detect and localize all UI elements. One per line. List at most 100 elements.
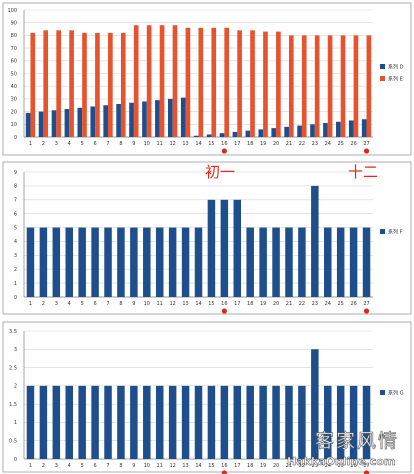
- x-tick-label: 25: [337, 141, 343, 147]
- bar-系列-G-13: [181, 385, 190, 459]
- legend-label: 系列 E: [388, 76, 403, 83]
- bar-系列-F-8: [117, 227, 125, 297]
- x-tick-label: 10: [144, 301, 150, 307]
- bar-系列-F-16: [220, 199, 229, 297]
- x-tick-label: 27: [363, 463, 369, 469]
- x-tick-label: 27: [363, 141, 369, 147]
- x-tick-label: 10: [144, 463, 150, 469]
- x-tick-label: 25: [337, 301, 343, 307]
- x-tick-label: 17: [234, 141, 240, 147]
- x-tick-label: 11: [157, 141, 163, 147]
- bar-系列-F-6: [91, 227, 99, 297]
- watermark-cjk: 客家风情: [315, 430, 399, 452]
- x-tick-label: 9: [132, 301, 135, 307]
- bar-系列-D-20: [271, 128, 277, 137]
- bar-系列-E-9: [133, 25, 139, 138]
- bar-系列-D-24: [323, 123, 328, 137]
- x-tick-label: 15: [208, 301, 214, 307]
- x-tick-label: 26: [350, 301, 356, 307]
- x-tick-label: 20: [273, 141, 279, 147]
- bar-系列-F-15: [207, 199, 216, 297]
- x-tick-label: 8: [119, 463, 122, 469]
- bar-系列-F-17: [233, 199, 242, 297]
- y-tick-label: 30: [11, 97, 17, 103]
- x-tick-label: 22: [299, 141, 305, 147]
- bar-系列-G-9: [130, 385, 138, 459]
- bar-系列-E-16: [224, 27, 230, 138]
- x-tick-label: 11: [157, 463, 163, 469]
- x-tick-label: 17: [234, 463, 240, 469]
- watermark-site: HakkaOnline.com: [287, 455, 395, 468]
- bar-系列-D-15: [206, 134, 212, 137]
- x-tick-label: 26: [350, 463, 356, 469]
- bar-系列-E-5: [82, 32, 87, 137]
- x-tick-label: 1: [29, 301, 32, 307]
- bar-系列-E-20: [276, 31, 281, 138]
- bar-系列-E-24: [327, 35, 333, 137]
- x-tick-label: 10: [144, 141, 150, 147]
- bar-系列-E-1: [30, 32, 36, 137]
- x-tick-label: 6: [93, 141, 96, 147]
- bar-系列-E-6: [95, 32, 100, 137]
- bar-系列-G-24: [324, 385, 332, 459]
- x-tick-label: 21: [286, 301, 292, 307]
- x-tick-label: 23: [312, 301, 318, 307]
- bar-系列-D-18: [245, 130, 251, 137]
- x-tick-label: 23: [312, 463, 318, 469]
- x-tick-label: 2: [42, 141, 45, 147]
- red-marker-dot: [363, 148, 370, 154]
- red-marker-dot: [363, 470, 370, 474]
- x-tick-label: 9: [132, 141, 135, 147]
- x-tick-label: 1: [29, 463, 32, 469]
- y-tick-label: 40: [11, 84, 17, 90]
- bar-系列-E-2: [43, 30, 49, 137]
- x-tick-label: 7: [106, 301, 109, 307]
- y-tick-label: 3.5: [9, 329, 17, 335]
- x-tick-label: 22: [299, 463, 305, 469]
- x-tick-label: 19: [260, 301, 266, 307]
- y-tick-label: 3: [14, 347, 17, 353]
- x-tick-label: 6: [93, 301, 96, 307]
- x-tick-label: 13: [182, 463, 188, 469]
- bar-系列-F-12: [168, 227, 177, 297]
- bar-系列-D-2: [38, 111, 44, 137]
- y-tick-label: 0.5: [9, 439, 17, 445]
- bar-系列-G-15: [207, 385, 216, 459]
- bar-系列-D-22: [297, 125, 302, 137]
- bar-系列-F-14: [194, 227, 203, 297]
- x-tick-label: 14: [195, 301, 201, 307]
- y-tick-label: 6: [14, 211, 17, 217]
- bar-系列-D-12: [167, 98, 173, 137]
- y-tick-label: 1: [14, 420, 17, 426]
- bar-系列-G-7: [104, 385, 112, 459]
- x-tick-label: 18: [247, 463, 253, 469]
- x-tick-label: 16: [221, 301, 227, 307]
- bar-系列-F-19: [259, 227, 267, 297]
- x-tick-label: 24: [325, 141, 331, 147]
- x-tick-label: 25: [337, 463, 343, 469]
- x-tick-label: 14: [195, 141, 201, 147]
- bar-系列-G-26: [349, 385, 358, 459]
- bar-系列-D-16: [219, 133, 225, 137]
- bar-系列-E-8: [120, 32, 126, 137]
- x-tick-label: 22: [299, 301, 305, 307]
- y-tick-label: 0: [14, 457, 17, 463]
- red-marker-dot: [221, 470, 227, 474]
- bar-系列-G-3: [52, 385, 61, 459]
- day-markers: [221, 148, 370, 474]
- bar-系列-E-26: [353, 35, 359, 137]
- y-tick-label: 60: [11, 59, 17, 65]
- bar-系列-F-26: [349, 227, 358, 297]
- y-tick-label: 4: [14, 239, 17, 245]
- bar-系列-F-11: [155, 227, 164, 297]
- bar-系列-D-1: [25, 112, 31, 137]
- bar-系列-D-6: [90, 106, 96, 137]
- x-tick-label: 21: [286, 141, 292, 147]
- y-tick-label: 100: [7, 8, 17, 14]
- bar-系列-E-21: [288, 35, 294, 137]
- bar-系列-E-4: [69, 30, 74, 137]
- x-tick-label: 15: [208, 141, 214, 147]
- y-tick-label: 2: [14, 267, 17, 273]
- bar-系列-G-12: [168, 385, 177, 459]
